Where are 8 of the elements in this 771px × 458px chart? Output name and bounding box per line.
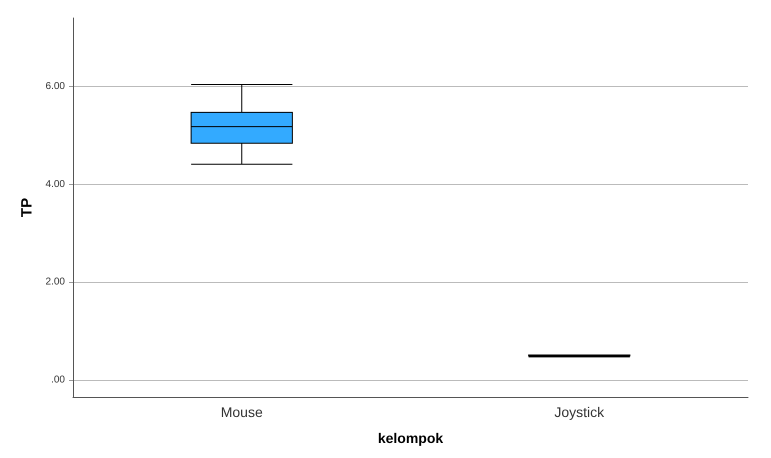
x-tick-label: Mouse xyxy=(220,404,263,420)
y-axis-title: TP xyxy=(18,198,36,218)
x-tick-label: Joystick xyxy=(554,404,606,420)
y-tick-label: 6.00 xyxy=(46,80,66,92)
y-tick-label: .00 xyxy=(51,374,66,386)
y-tick-label: 2.00 xyxy=(46,276,66,288)
y-tick-label: 4.00 xyxy=(46,178,66,190)
x-axis-title: kelompok xyxy=(378,430,444,446)
